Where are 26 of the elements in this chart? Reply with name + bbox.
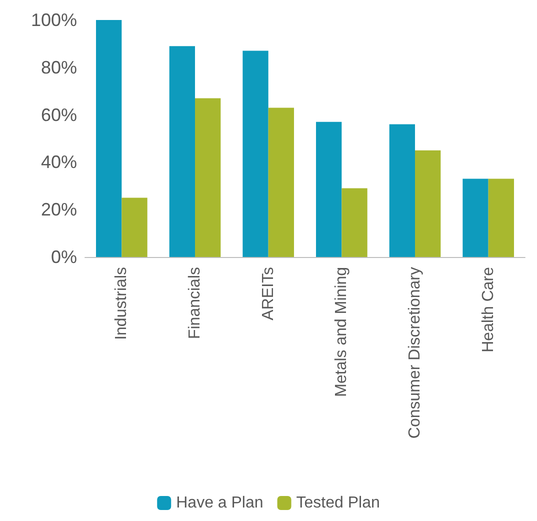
y-tick-label: 0% [50,247,77,267]
y-tick-label: 20% [40,200,77,220]
x-tick-label: Consumer Discretionary [406,267,424,439]
legend-label: Have a Plan [176,494,264,512]
bar [415,150,441,257]
bar [96,20,122,257]
bar [342,188,368,257]
bar [462,178,488,257]
bar [268,108,294,257]
x-tick-label: Financials [186,267,204,340]
bar [169,46,195,257]
y-tick-label: 100% [30,10,77,30]
y-tick-label: 40% [40,152,77,172]
bar [122,198,148,257]
y-tick-label: 60% [40,104,77,125]
legend-label: Tested Plan [296,494,380,512]
x-tick-label: Industrials [113,267,130,340]
x-tick-label: Health Care [480,266,497,352]
x-tick-label: Metals and Mining [333,267,350,397]
bar [242,50,268,257]
x-tick-label: AREITs [260,267,277,320]
bar [488,178,514,257]
bar [195,98,221,257]
y-tick-label: 80% [40,57,77,78]
bar [389,124,415,257]
bar [316,122,342,257]
